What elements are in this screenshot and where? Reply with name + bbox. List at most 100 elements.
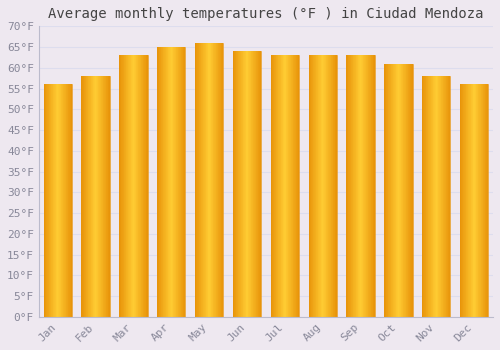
Bar — [167, 47, 168, 317]
Bar — [90, 76, 92, 317]
Bar — [434, 76, 435, 317]
Bar — [292, 55, 294, 317]
Bar — [430, 76, 432, 317]
Bar — [238, 51, 239, 317]
Bar — [215, 43, 216, 317]
Bar — [432, 76, 434, 317]
Bar — [179, 47, 180, 317]
Bar — [207, 43, 208, 317]
Bar — [174, 47, 175, 317]
Bar — [440, 76, 441, 317]
Bar — [389, 64, 390, 317]
Bar — [132, 55, 134, 317]
Bar — [57, 84, 58, 317]
Bar — [409, 64, 410, 317]
Bar — [139, 55, 140, 317]
Bar — [140, 55, 141, 317]
Bar — [141, 55, 142, 317]
Bar — [314, 55, 315, 317]
Bar — [287, 55, 288, 317]
Bar — [249, 51, 250, 317]
Bar — [147, 55, 148, 317]
Bar — [50, 84, 51, 317]
Bar — [284, 55, 285, 317]
Bar — [99, 76, 100, 317]
Bar — [273, 55, 274, 317]
Bar — [352, 55, 353, 317]
Bar — [62, 84, 64, 317]
Bar — [325, 55, 326, 317]
Bar — [259, 51, 260, 317]
Bar — [288, 55, 289, 317]
Bar — [397, 64, 398, 317]
Bar — [330, 55, 331, 317]
Bar — [332, 55, 334, 317]
Bar — [370, 55, 371, 317]
Bar — [205, 43, 206, 317]
Bar — [164, 47, 165, 317]
Bar — [134, 55, 135, 317]
Bar — [197, 43, 198, 317]
Bar — [235, 51, 236, 317]
Bar — [437, 76, 438, 317]
Bar — [172, 47, 174, 317]
Bar — [279, 55, 280, 317]
Bar — [334, 55, 335, 317]
Bar — [55, 84, 56, 317]
Bar — [53, 84, 54, 317]
Bar — [290, 55, 291, 317]
Bar — [308, 55, 309, 317]
Bar — [374, 55, 375, 317]
Bar — [220, 43, 221, 317]
Bar — [98, 76, 99, 317]
Bar — [181, 47, 182, 317]
Bar — [404, 64, 405, 317]
Bar — [146, 55, 147, 317]
Bar — [469, 84, 470, 317]
Bar — [439, 76, 440, 317]
Bar — [329, 55, 330, 317]
Bar — [289, 55, 290, 317]
Bar — [260, 51, 261, 317]
Bar — [445, 76, 446, 317]
Bar — [390, 64, 392, 317]
Bar — [347, 55, 348, 317]
Bar — [219, 43, 220, 317]
Bar — [309, 55, 310, 317]
Bar — [411, 64, 412, 317]
Bar — [449, 76, 450, 317]
Bar — [460, 84, 462, 317]
Bar — [371, 55, 372, 317]
Bar — [386, 64, 387, 317]
Bar — [322, 55, 324, 317]
Bar — [324, 55, 325, 317]
Bar — [65, 84, 66, 317]
Bar — [165, 47, 166, 317]
Bar — [472, 84, 474, 317]
Bar — [185, 47, 186, 317]
Bar — [280, 55, 281, 317]
Bar — [476, 84, 477, 317]
Bar — [109, 76, 110, 317]
Bar — [256, 51, 257, 317]
Bar — [45, 84, 46, 317]
Bar — [244, 51, 245, 317]
Bar — [126, 55, 127, 317]
Bar — [70, 84, 71, 317]
Bar — [159, 47, 160, 317]
Bar — [209, 43, 210, 317]
Bar — [48, 84, 49, 317]
Bar — [71, 84, 72, 317]
Bar — [218, 43, 219, 317]
Bar — [466, 84, 467, 317]
Bar — [86, 76, 87, 317]
Bar — [406, 64, 407, 317]
Bar — [247, 51, 248, 317]
Bar — [348, 55, 349, 317]
Bar — [94, 76, 95, 317]
Bar — [282, 55, 284, 317]
Bar — [398, 64, 399, 317]
Bar — [59, 84, 60, 317]
Bar — [346, 55, 347, 317]
Bar — [64, 84, 65, 317]
